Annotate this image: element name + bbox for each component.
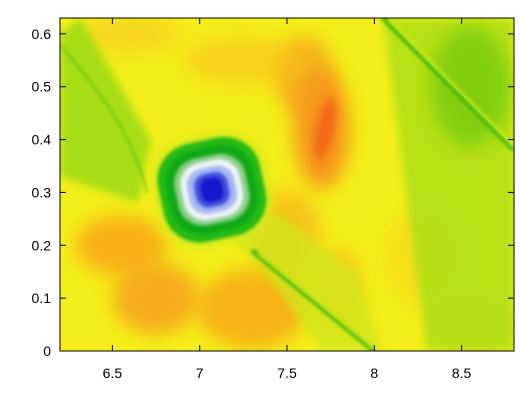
warm-region-0 bbox=[75, 215, 168, 276]
shock-front-edge-1 bbox=[387, 18, 514, 149]
low-region-left bbox=[60, 18, 151, 203]
y-tick-label: 0.5 bbox=[32, 79, 52, 95]
warm-region-1 bbox=[112, 262, 201, 335]
heatmap-field bbox=[60, 18, 514, 351]
x-tick-label: 6.5 bbox=[103, 365, 123, 381]
hot-streak bbox=[314, 97, 337, 161]
lime-band bbox=[225, 213, 384, 351]
low-region-right-core bbox=[430, 26, 511, 147]
warm-region-6 bbox=[183, 36, 304, 85]
vortex bbox=[151, 130, 273, 249]
shock-front-0 bbox=[250, 248, 376, 351]
y-tick-label: 0 bbox=[43, 343, 51, 359]
y-tick-label: 0.3 bbox=[32, 184, 52, 200]
x-tick-label: 8 bbox=[370, 365, 378, 381]
axes: 6.5 7 7.5 8 8.5 0 0.1 0.2 0.3 0.4 0.5 0.6 bbox=[32, 17, 515, 381]
shock-front-1 bbox=[381, 18, 514, 152]
y-tick-label: 0.1 bbox=[32, 290, 52, 306]
x-tick-label: 7 bbox=[196, 365, 204, 381]
vortex-ring-7 bbox=[200, 177, 224, 203]
y-tick-label: 0.2 bbox=[32, 237, 52, 253]
x-tick-label: 8.5 bbox=[452, 365, 472, 381]
left-boundary-line bbox=[60, 43, 149, 193]
y-tick-label: 0.6 bbox=[32, 26, 52, 42]
x-tick-label: 7.5 bbox=[277, 365, 297, 381]
y-tick-label: 0.4 bbox=[32, 132, 52, 148]
shock-front-edge-0 bbox=[257, 251, 381, 351]
warm-region-7 bbox=[79, 18, 180, 54]
